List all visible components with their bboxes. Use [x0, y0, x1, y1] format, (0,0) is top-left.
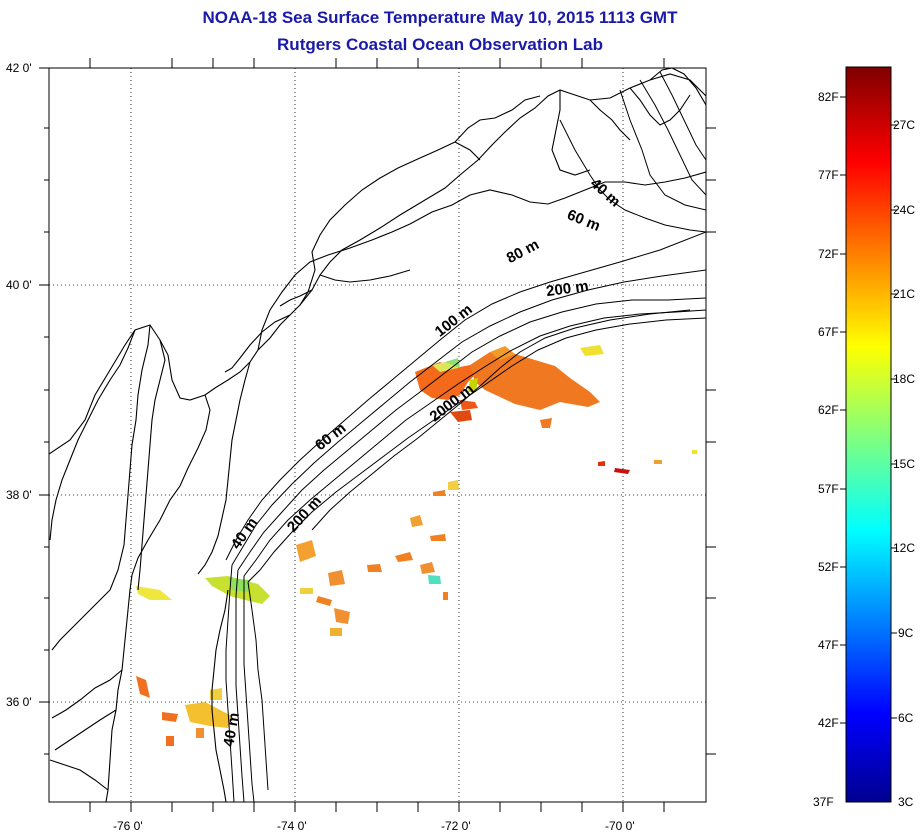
map-frame	[48, 67, 707, 803]
lon-label: -76 0'	[113, 819, 143, 833]
colorbar-ticks	[840, 96, 897, 724]
colorbar-f-label: 82F	[818, 90, 839, 104]
colorbar-c-label: 24C	[893, 203, 916, 217]
colorbar-c-label: 21C	[893, 287, 916, 301]
colorbar-f-label: 62F	[818, 403, 839, 417]
colorbar-c-label: 9C	[898, 626, 914, 640]
colorbar	[845, 66, 892, 803]
colorbar-f-label: 47F	[818, 638, 839, 652]
colorbar-f-label: 57F	[818, 482, 839, 496]
colorbar-c-label: 12C	[893, 541, 916, 555]
lat-label: 40 0'	[6, 278, 32, 292]
colorbar-c-label: 27C	[893, 118, 916, 132]
lon-label: -70 0'	[605, 819, 635, 833]
isobaths	[225, 71, 706, 802]
lat-label: 36 0'	[6, 695, 32, 709]
colorbar-f-label: 77F	[818, 168, 839, 182]
map-grid	[49, 68, 706, 802]
lat-label: 42 0'	[6, 61, 32, 75]
colorbar-c-label: 18C	[893, 372, 916, 386]
isobath-label: 40 m	[220, 711, 243, 748]
colorbar-f-label: 42F	[818, 716, 839, 730]
lat-label: 38 0'	[6, 488, 32, 502]
map-title: NOAA-18 Sea Surface Temperature May 10, …	[202, 8, 678, 27]
isobath-label: 200 m	[545, 277, 589, 300]
colorbar-f-label: 72F	[818, 247, 839, 261]
map-subtitle: Rutgers Coastal Ocean Observation Lab	[277, 35, 603, 54]
colorbar-f-label: 67F	[818, 325, 839, 339]
lon-label: -74 0'	[277, 819, 307, 833]
map-ticks	[39, 58, 716, 812]
colorbar-f-label: 52F	[818, 560, 839, 574]
colorbar-c-label: 3C	[898, 795, 914, 809]
coastline	[49, 68, 706, 802]
lon-label: -72 0'	[441, 819, 471, 833]
colorbar-c-label: 15C	[893, 457, 916, 471]
colorbar-c-label: 6C	[898, 711, 914, 725]
colorbar-f-label: 37F	[813, 795, 834, 809]
